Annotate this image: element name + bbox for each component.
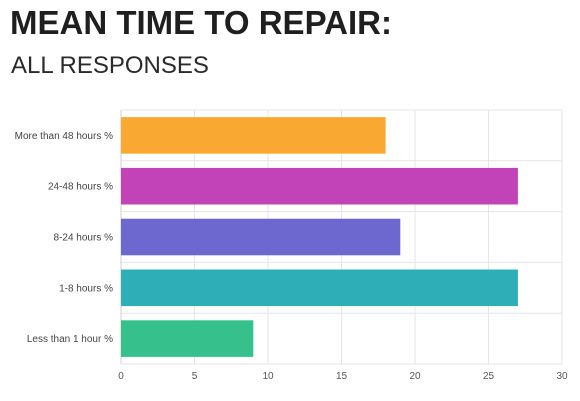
x-axis-ticks: 0 5 10 15 20 25 30 (118, 371, 568, 382)
bar-24-48-hours (121, 167, 518, 205)
category-labels: More than 48 hours % 24-48 hours % 8-24 ho… (15, 131, 113, 345)
x-tick-label-25: 25 (483, 371, 495, 382)
bar-less-than-1-hour (121, 320, 254, 357)
grid-lines (120, 109, 563, 365)
bar-more-than-48-hours (121, 117, 386, 154)
bar-1-8-hours (121, 269, 518, 307)
x-tick-label-20: 20 (409, 371, 421, 382)
x-tick-label-30: 30 (556, 371, 568, 382)
chart-title: MEAN TIME TO REPAIR: (10, 4, 392, 41)
x-tick-label-15: 15 (336, 371, 348, 382)
bar-8-24-hours (121, 218, 401, 256)
category-label-more-than-48-hours: More than 48 hours % (15, 131, 113, 142)
chart-subtitle: ALL RESPONSES (11, 52, 209, 79)
x-tick-label-0: 0 (118, 371, 124, 382)
bars (121, 117, 518, 357)
category-label-1-8-hours: 1-8 hours % (59, 283, 113, 294)
x-tick-label-10: 10 (262, 371, 274, 382)
category-label-less-than-1-hour: Less than 1 hour % (27, 334, 113, 345)
x-tick-label-5: 5 (192, 371, 198, 382)
category-label-8-24-hours: 8-24 hours % (54, 233, 114, 244)
category-label-24-48-hours: 24-48 hours % (48, 182, 113, 193)
